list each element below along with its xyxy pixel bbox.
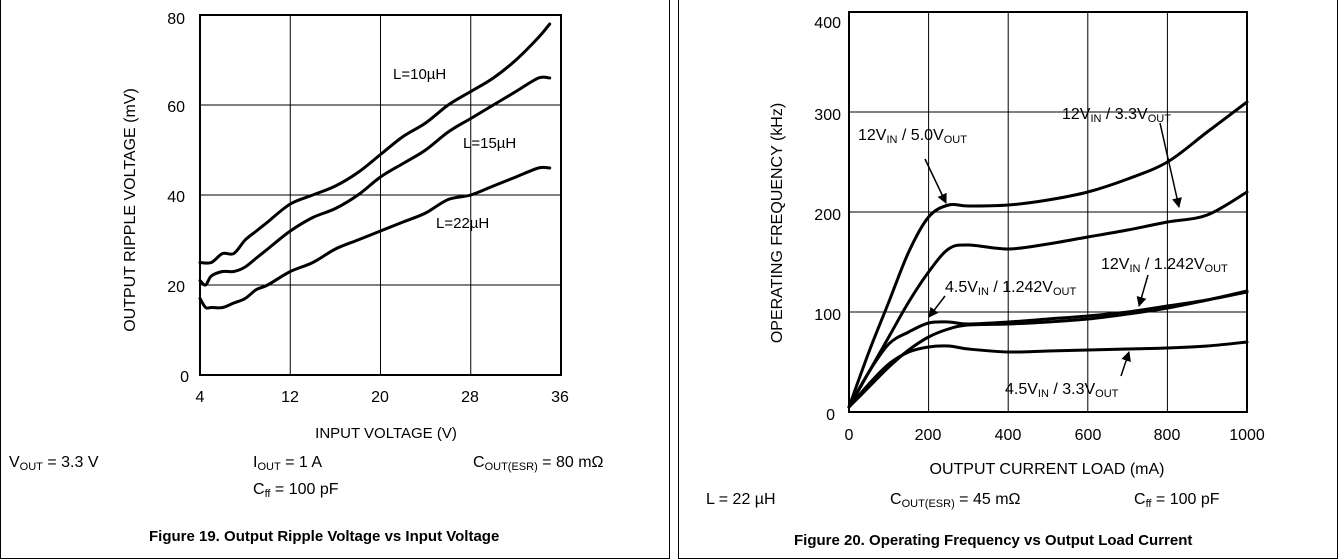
x-tick-label: 36 (551, 389, 569, 406)
cff-condition: Cff = 100 pF (253, 481, 339, 500)
vout-condition: VOUT = 3.3 V (9, 454, 99, 473)
x-tick-label: 800 (1154, 427, 1181, 444)
series-line-1 (847, 190, 1249, 409)
series-line-1 (198, 75, 552, 287)
y-tick-label: 60 (167, 99, 185, 116)
ripple-voltage-chart: 80 60 40 20 0 4 12 20 28 36 INPUT VOLTAG… (122, 11, 569, 442)
y-tick-label: 400 (814, 15, 841, 32)
x-tick-labels: 0 200 400 600 800 1000 (845, 427, 1265, 444)
y-axis-title: OPERATING FREQUENCY (kHz) (769, 103, 786, 343)
annotation-12vin-1v242: 12VIN / 1.242VOUT (1101, 256, 1228, 275)
series-line-0 (198, 22, 552, 265)
cff-condition: Cff = 100 pF (1134, 491, 1220, 510)
annotation-4v5-1v242: 4.5VIN / 1.242VOUT (945, 279, 1076, 298)
plot-frame (199, 14, 562, 376)
iout-condition: IOUT = 1 A (253, 454, 323, 473)
cout-condition: COUT(ESR) = 80 mΩ (473, 454, 604, 473)
x-tick-label: 0 (845, 427, 854, 444)
series-line-4 (847, 340, 1249, 409)
y-tick-label: 0 (180, 369, 189, 386)
y-tick-labels: 80 60 40 20 0 (167, 11, 189, 386)
x-tick-label: 1000 (1229, 427, 1265, 444)
arrow-4v5-1v242 (928, 295, 946, 318)
series-label-l15: L=15µH (463, 135, 516, 152)
y-axis-title: OUTPUT RIPPLE VOLTAGE (mV) (122, 88, 139, 332)
figure-20-panel: 400 300 200 100 0 0 200 400 600 800 1000… (678, 0, 1338, 559)
series-label-l22: L=22µH (436, 215, 489, 232)
inductance-condition: L = 22 µH (706, 491, 776, 508)
series-line-2 (198, 165, 552, 310)
x-tick-label: 200 (915, 427, 942, 444)
y-tick-label: 40 (167, 189, 185, 206)
y-tick-label: 300 (814, 107, 841, 124)
figure-19-panel: 80 60 40 20 0 4 12 20 28 36 INPUT VOLTAG… (0, 0, 670, 559)
arrow-12vin-5v (924, 158, 947, 204)
y-tick-label: 200 (814, 207, 841, 224)
y-tick-label: 0 (826, 407, 835, 424)
arrow-4v5-3v3 (1120, 351, 1131, 377)
x-tick-labels: 4 12 20 28 36 (196, 389, 569, 406)
plot-frame (848, 11, 1248, 413)
series-label-l10: L=10µH (393, 66, 446, 83)
x-axis-title: OUTPUT CURRENT LOAD (mA) (930, 461, 1165, 478)
figure-caption: Figure 20. Operating Frequency vs Output… (794, 532, 1193, 549)
cout-condition: COUT(ESR) = 45 mΩ (890, 491, 1021, 510)
x-axis-title: INPUT VOLTAGE (V) (315, 425, 457, 442)
operating-frequency-chart: 400 300 200 100 0 0 200 400 600 800 1000… (769, 11, 1265, 478)
x-tick-label: 28 (461, 389, 479, 406)
x-tick-label: 4 (196, 389, 205, 406)
series-line-3 (847, 290, 1249, 409)
y-tick-label: 20 (167, 279, 185, 296)
annotation-12vin-5v: 12VIN / 5.0VOUT (858, 127, 967, 146)
y-tick-labels: 400 300 200 100 0 (814, 15, 841, 424)
x-tick-label: 400 (995, 427, 1022, 444)
x-tick-label: 600 (1075, 427, 1102, 444)
x-tick-label: 12 (281, 389, 299, 406)
y-tick-label: 100 (814, 307, 841, 324)
arrow-12vin-3v3 (1159, 122, 1182, 208)
series-line-0 (847, 100, 1249, 409)
x-tick-label: 20 (371, 389, 389, 406)
series-group (847, 100, 1249, 409)
annotation-arrows (924, 122, 1182, 377)
series-group (198, 22, 552, 310)
arrow-12vin-1v242 (1136, 274, 1149, 307)
figure-caption: Figure 19. Output Ripple Voltage vs Inpu… (149, 528, 500, 545)
y-tick-label: 80 (167, 11, 185, 28)
annotation-4v5-3v3: 4.5VIN / 3.3VOUT (1005, 381, 1119, 400)
annotation-12vin-3v3: 12VIN / 3.3VOUT (1062, 106, 1171, 125)
